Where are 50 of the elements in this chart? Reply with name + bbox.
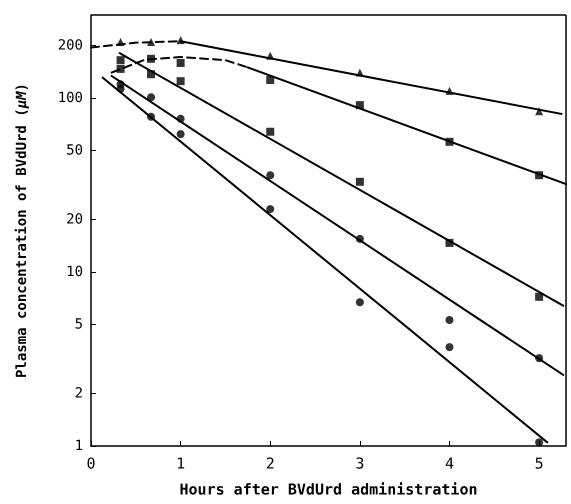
point: [356, 234, 364, 243]
x-tick-label: 3: [355, 454, 364, 472]
point: [147, 93, 156, 102]
point: [445, 138, 454, 146]
y-tick-label: 100: [58, 90, 83, 106]
point: [116, 64, 125, 73]
point: [176, 77, 185, 86]
x-axis-title: Hours after BVdUrd administration: [179, 480, 478, 498]
y-tick-label: 50: [66, 142, 83, 158]
point: [266, 128, 274, 136]
y-tick-label: 2: [74, 386, 83, 402]
point: [176, 114, 185, 123]
point: [356, 101, 364, 110]
x-tick-label: 0: [86, 454, 96, 472]
point: [535, 438, 544, 446]
point: [266, 205, 274, 214]
point: [147, 112, 156, 121]
x-tick-label: 4: [444, 454, 454, 472]
point: [535, 171, 544, 180]
point: [535, 354, 544, 362]
point: [446, 316, 454, 324]
y-axis-title: Plasma concentration of BVdUrd (μM): [14, 82, 30, 378]
point: [266, 52, 274, 60]
y-tick-label: 1: [74, 438, 83, 454]
point: [147, 70, 156, 78]
x-tick-label: 2: [266, 454, 275, 472]
point: [446, 343, 454, 352]
point: [535, 292, 544, 301]
y-tick-label: 20: [66, 212, 83, 228]
point: [176, 58, 185, 67]
point: [266, 171, 274, 180]
x-tick-label: 1: [176, 454, 186, 472]
point: [147, 54, 156, 63]
point: [445, 238, 454, 247]
x-tick-label: 5: [534, 454, 544, 472]
point: [266, 76, 274, 84]
point: [147, 38, 156, 46]
point: [116, 56, 125, 64]
point: [176, 36, 185, 44]
point: [356, 178, 364, 186]
point: [445, 86, 454, 95]
y-tick-label: 10: [66, 264, 83, 280]
y-tick-label: 200: [58, 38, 83, 54]
point: [116, 84, 125, 93]
point: [176, 130, 185, 138]
point: [356, 298, 364, 306]
y-tick-label: 5: [74, 316, 83, 332]
point: [535, 107, 544, 116]
point: [356, 68, 364, 77]
point: [116, 38, 125, 46]
